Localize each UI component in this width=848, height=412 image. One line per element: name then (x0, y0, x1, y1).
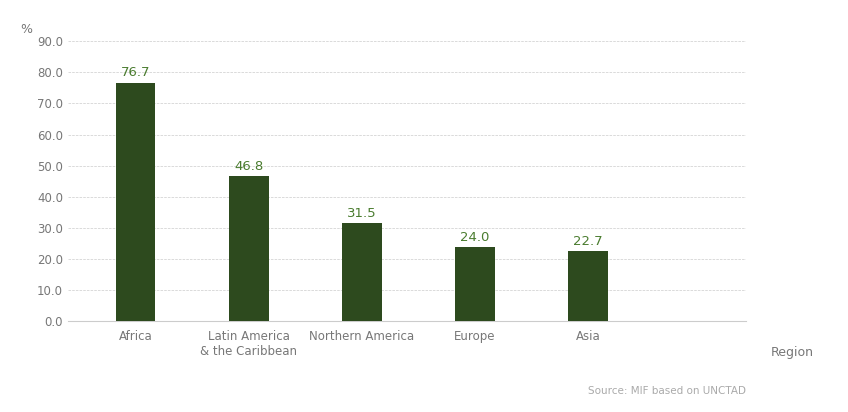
Bar (455, 247, 494, 321)
Bar (568, 250, 608, 321)
Bar (116, 82, 155, 321)
Text: 31.5: 31.5 (347, 207, 377, 220)
Text: 76.7: 76.7 (121, 66, 150, 80)
Text: 24.0: 24.0 (460, 231, 489, 243)
Text: %: % (20, 23, 32, 35)
Text: 22.7: 22.7 (573, 234, 603, 248)
Text: 46.8: 46.8 (234, 159, 264, 173)
Bar (342, 223, 382, 321)
Bar (229, 176, 269, 321)
Text: Source: MIF based on UNCTAD: Source: MIF based on UNCTAD (589, 386, 746, 396)
Text: Region: Region (771, 346, 814, 359)
